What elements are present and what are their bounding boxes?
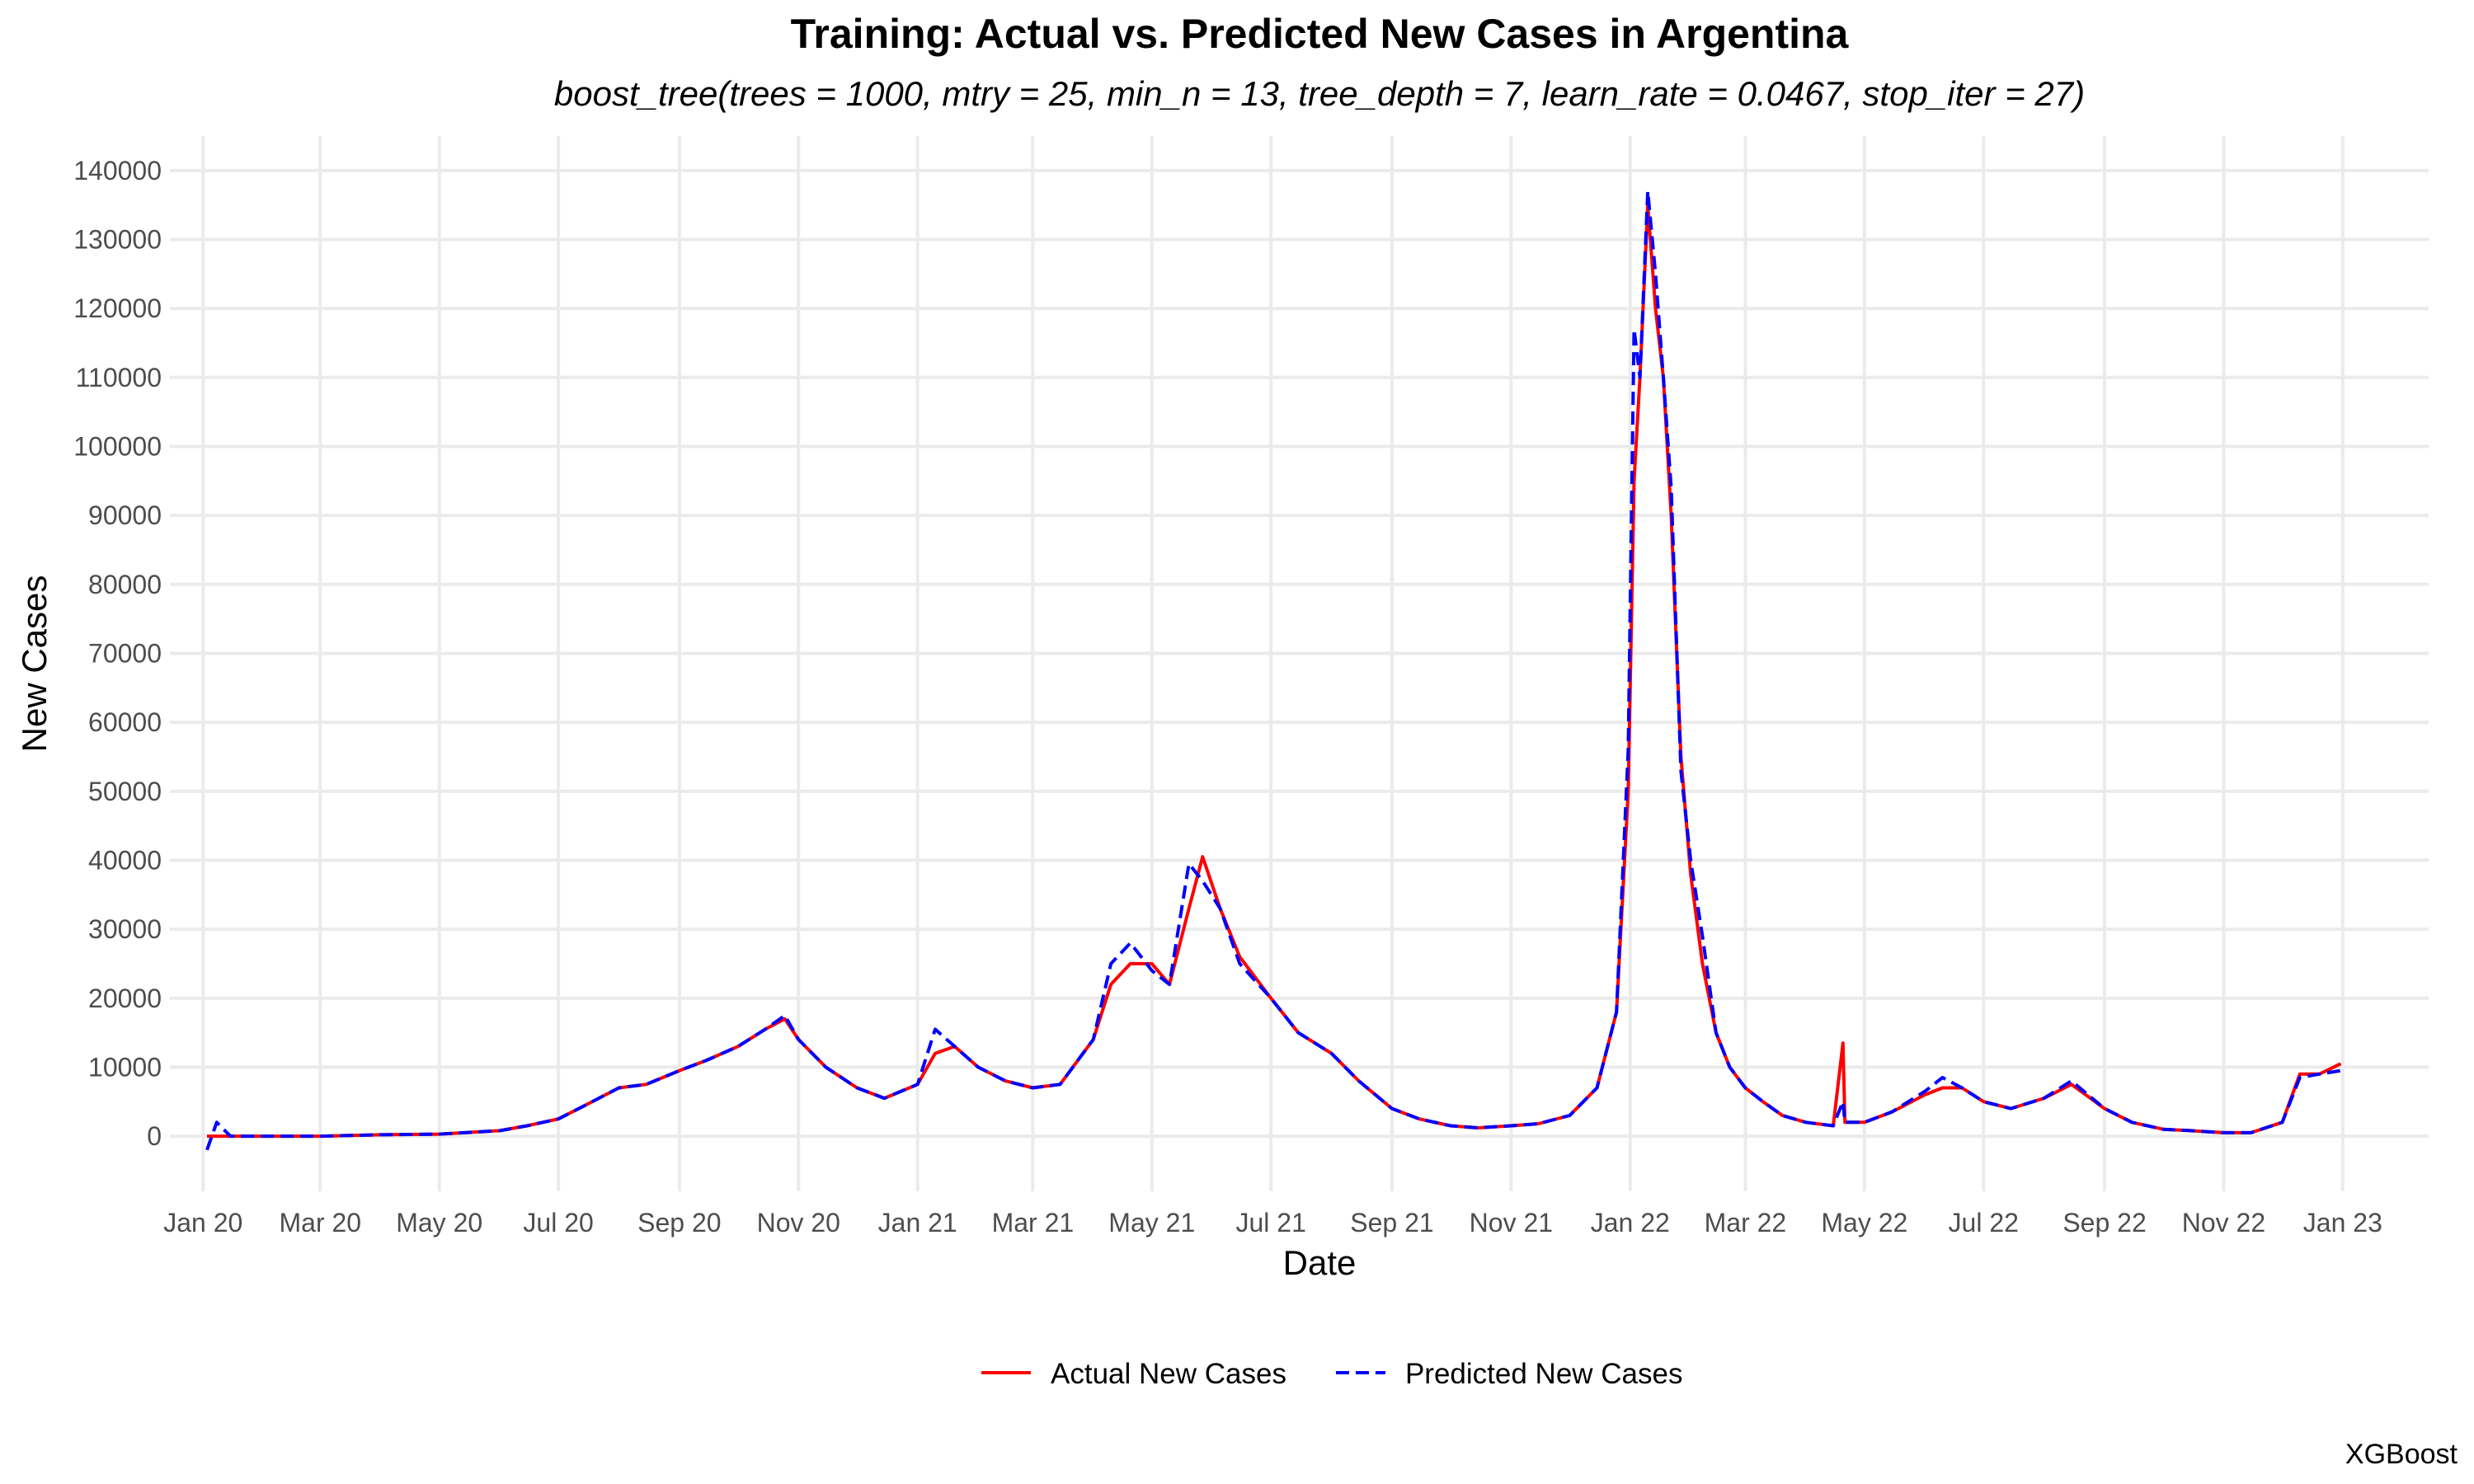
x-axis-title: Date xyxy=(1283,1243,1357,1282)
y-tick-label: 100000 xyxy=(73,431,162,461)
y-tick-label: 90000 xyxy=(88,500,162,530)
y-tick-label: 110000 xyxy=(76,363,162,392)
y-tick-label: 60000 xyxy=(88,707,162,737)
plot-area xyxy=(205,189,2342,1151)
x-tick-label: Jul 20 xyxy=(523,1208,593,1237)
x-tick-label: Nov 21 xyxy=(1470,1208,1553,1237)
x-axis: Jan 20 Mar 20 May 20 Jul 20 Sep 20 Nov 20 Jan … xyxy=(163,1208,2382,1237)
series-line-actual xyxy=(207,203,2342,1139)
chart-caption: XGBoost xyxy=(2345,1439,2458,1470)
legend-label: Actual New Cases xyxy=(1051,1358,1286,1390)
x-tick-label: May 21 xyxy=(1108,1208,1195,1237)
y-tick-label: 20000 xyxy=(88,984,162,1013)
x-tick-label: Jan 23 xyxy=(2303,1208,2382,1237)
chart-title: Training: Actual vs. Predicted New Cases… xyxy=(791,11,1850,57)
x-tick-label: May 22 xyxy=(1821,1208,1907,1237)
legend-label: Predicted New Cases xyxy=(1405,1358,1683,1390)
x-tick-label: Jan 20 xyxy=(163,1208,242,1237)
x-tick-label: Mar 22 xyxy=(1705,1208,1787,1237)
y-axis-title: New Cases xyxy=(15,575,54,753)
y-tick-label: 140000 xyxy=(73,156,162,186)
x-tick-label: Sep 21 xyxy=(1350,1208,1433,1237)
x-tick-label: Nov 20 xyxy=(757,1208,840,1237)
x-tick-label: Sep 22 xyxy=(2062,1208,2146,1237)
y-axis: 0 10000 20000 30000 40000 50000 60000 70000 8000… xyxy=(73,156,162,1151)
y-tick-label: 80000 xyxy=(88,570,162,599)
y-tick-label: 120000 xyxy=(73,294,162,323)
y-tick-label: 130000 xyxy=(73,224,162,254)
y-tick-label: 10000 xyxy=(88,1052,162,1082)
x-tick-label: Jul 22 xyxy=(1949,1208,2019,1237)
y-tick-label: 0 xyxy=(147,1121,162,1151)
x-tick-label: Mar 20 xyxy=(279,1208,361,1237)
x-tick-label: Sep 20 xyxy=(637,1208,721,1237)
y-tick-label: 50000 xyxy=(88,777,162,806)
series-line-predicted xyxy=(205,189,2341,1151)
y-tick-label: 70000 xyxy=(88,638,162,668)
x-tick-label: Nov 22 xyxy=(2182,1208,2265,1237)
y-tick-label: 40000 xyxy=(88,845,162,875)
grid xyxy=(170,136,2429,1191)
chart-subtitle: boost_tree(trees = 1000, mtry = 25, min_… xyxy=(554,74,2085,113)
x-tick-label: Jan 22 xyxy=(1591,1208,1670,1237)
x-tick-label: May 20 xyxy=(396,1208,482,1237)
legend: Actual New Cases Predicted New Cases xyxy=(981,1358,1683,1390)
y-tick-label: 30000 xyxy=(88,914,162,944)
x-tick-label: Mar 21 xyxy=(992,1208,1075,1237)
x-tick-label: Jan 21 xyxy=(878,1208,957,1237)
x-tick-label: Jul 21 xyxy=(1235,1208,1305,1237)
